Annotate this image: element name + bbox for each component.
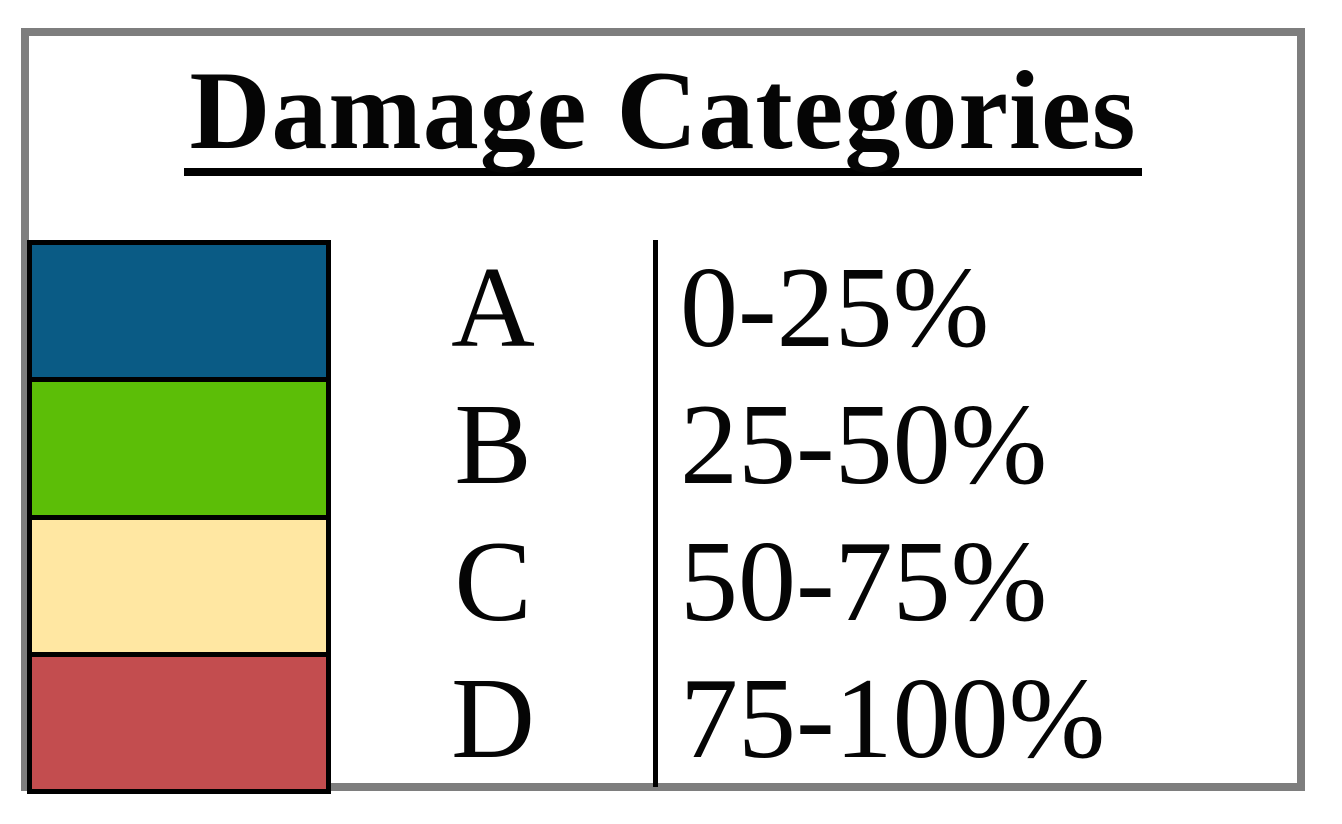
category-letter-b: B [454,381,532,509]
category-letter-d: D [451,655,535,783]
damage-categories-legend: Damage Categories A 0-25% B 25-50% C 50-… [21,28,1305,794]
swatch-category-d [32,651,326,789]
category-range-d: 75-100% [680,655,1106,783]
legend-title-row: Damage Categories [29,55,1297,176]
swatch-category-c [32,514,326,652]
category-letter-c: C [454,518,532,646]
swatch-category-b [32,377,326,515]
legend-title: Damage Categories [183,55,1143,176]
letter-range-divider-line [653,240,658,787]
color-swatch-stack [27,240,331,794]
category-range-b: 25-50% [680,381,1048,509]
swatch-category-a [32,245,326,378]
category-table: A 0-25% B 25-50% C 50-75% D 75-100% [333,240,1297,788]
category-letter-a: A [451,244,535,372]
category-range-c: 50-75% [680,518,1048,646]
category-range-a: 0-25% [680,244,990,372]
